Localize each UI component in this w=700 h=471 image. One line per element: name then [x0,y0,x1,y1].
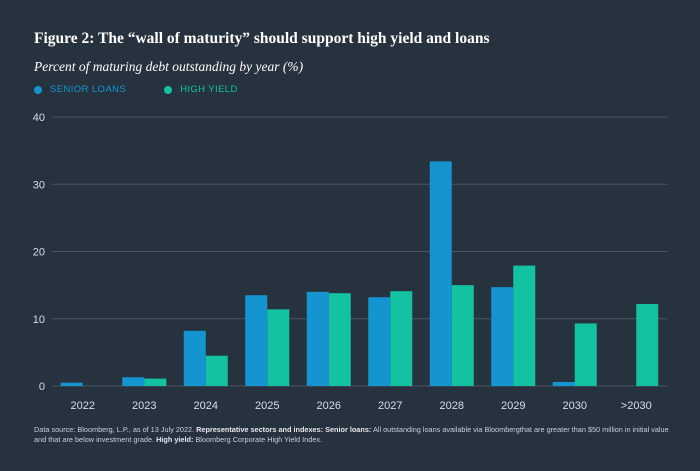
y-tick-label-10: 10 [33,314,45,326]
bar-high-yield-9 [636,303,659,386]
chart-subtitle: Percent of maturing debt outstanding by … [34,59,304,74]
bar-high-yield-3 [267,309,290,386]
legend-item-senior-loans: SENIOR LOANS [34,84,126,95]
y-tick-label-20: 20 [33,247,45,259]
x-tick-label-3: 2025 [255,400,279,412]
legend-label-senior-loans: SENIOR LOANS [50,84,127,95]
footnote-senior-text: All outstanding loans available via Bloo… [34,425,669,444]
bar-senior-loans-3 [245,295,268,386]
x-tick-label-6: 2028 [440,400,464,412]
x-tick-label-7: 2029 [501,400,525,412]
footnote-senior-label: Senior loans: [325,425,372,434]
y-tick-label-40: 40 [33,112,45,124]
y-tick-label-0: 0 [39,381,45,393]
legend-marker-senior-loans [34,85,42,94]
bar-senior-loans-4 [306,291,329,386]
bar-high-yield-8 [574,323,597,386]
footnote-hy-label: High yield: [156,434,194,444]
x-tick-label-0: 2022 [71,400,95,412]
footnote-hy-text: Bloomberg Corporate High Yield Index. [195,434,322,444]
chart-title: Figure 2: The “wall of maturity” should … [34,30,490,47]
chart-legend: SENIOR LOANS HIGH YIELD [34,84,276,95]
footnote-source: Data source: Bloomberg, L.P., as of 13 J… [34,425,195,434]
bar-high-yield-6 [451,285,474,386]
bar-senior-loans-7 [491,287,514,386]
bar-senior-loans-1 [122,377,145,386]
bar-senior-loans-6 [429,161,452,386]
legend-marker-high-yield [164,85,173,94]
x-tick-label-4: 2026 [317,400,341,412]
footnote-rep-label: Representative sectors and indexes: [196,425,324,434]
bar-high-yield-7 [513,265,536,386]
bar-senior-loans-0 [60,382,83,386]
bar-high-yield-2 [205,355,228,386]
bar-senior-loans-2 [183,330,206,386]
legend-label-high-yield: HIGH YIELD [180,84,238,95]
bar-high-yield-4 [328,293,351,386]
bar-high-yield-5 [390,291,413,386]
x-tick-label-5: 2027 [378,400,402,412]
y-tick-label-30: 30 [33,179,45,191]
x-tick-label-2: 2024 [194,400,218,412]
legend-item-high-yield: HIGH YIELD [164,84,238,95]
bar-senior-loans-8 [552,381,575,386]
x-tick-label-8: 2030 [563,400,587,412]
footnote: Data source: Bloomberg, L.P., as of 13 J… [34,425,674,444]
bar-high-yield-1 [144,378,167,386]
bar-senior-loans-5 [368,297,391,386]
x-tick-label-1: 2023 [132,400,156,412]
x-tick-label-9: >2030 [621,400,652,412]
